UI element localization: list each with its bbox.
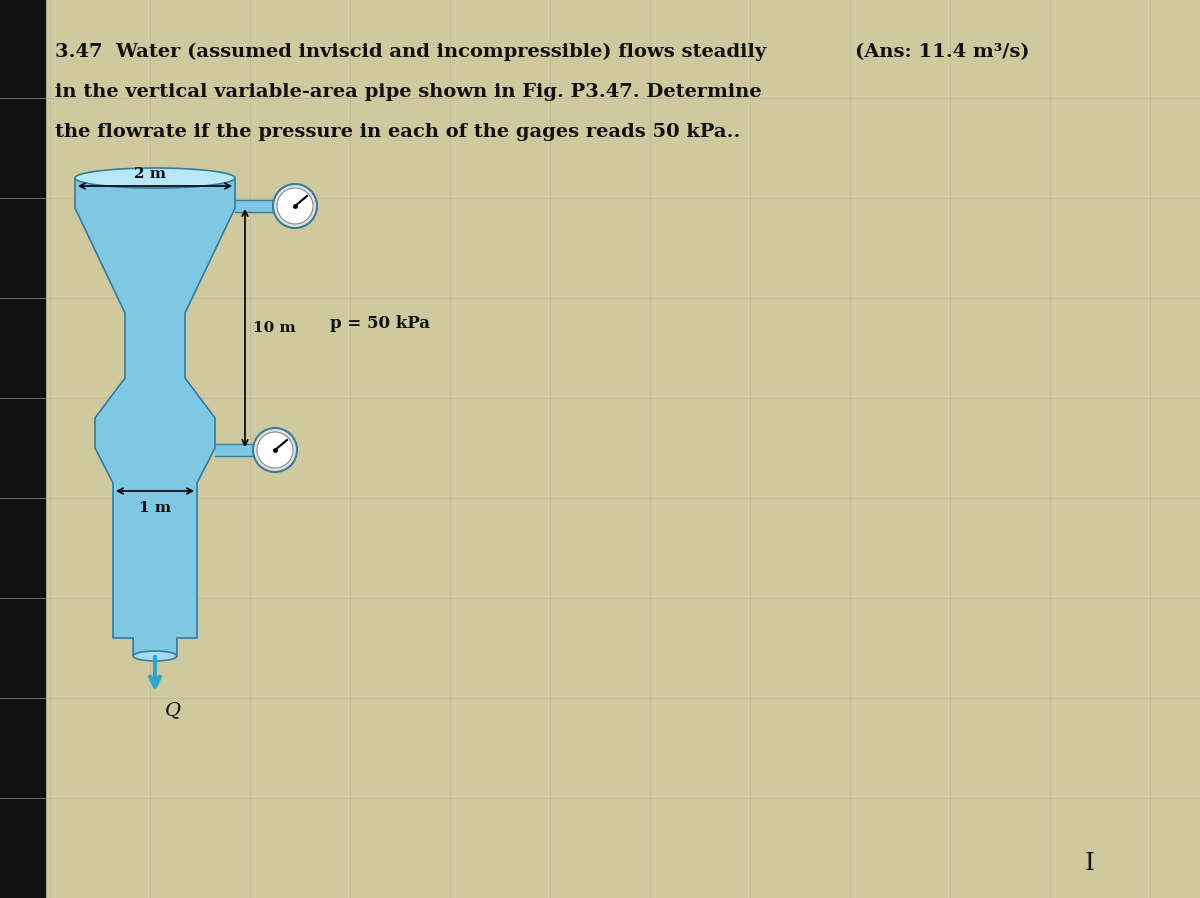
Text: the flowrate if the pressure in each of the gages reads 50 kPa..: the flowrate if the pressure in each of … — [55, 123, 740, 141]
Circle shape — [253, 428, 298, 472]
Text: 3.47  Water (assumed inviscid and incompressible) flows steadily: 3.47 Water (assumed inviscid and incompr… — [55, 43, 767, 61]
Text: 10 m: 10 m — [253, 321, 295, 335]
Polygon shape — [74, 178, 235, 656]
Text: Q: Q — [166, 701, 181, 719]
Bar — [0, 0, 46, 898]
Circle shape — [257, 432, 293, 468]
Text: 1 m: 1 m — [139, 501, 172, 515]
Ellipse shape — [133, 651, 176, 661]
Circle shape — [274, 184, 317, 228]
Text: in the vertical variable-area pipe shown in Fig. P3.47. Determine: in the vertical variable-area pipe shown… — [55, 83, 762, 101]
Ellipse shape — [74, 168, 235, 188]
Text: (Ans: 11.4 m³/s): (Ans: 11.4 m³/s) — [856, 43, 1030, 61]
Text: I: I — [1085, 851, 1094, 875]
Text: 2 m: 2 m — [134, 167, 166, 181]
Text: p = 50 kPa: p = 50 kPa — [330, 314, 430, 331]
Circle shape — [277, 188, 313, 224]
